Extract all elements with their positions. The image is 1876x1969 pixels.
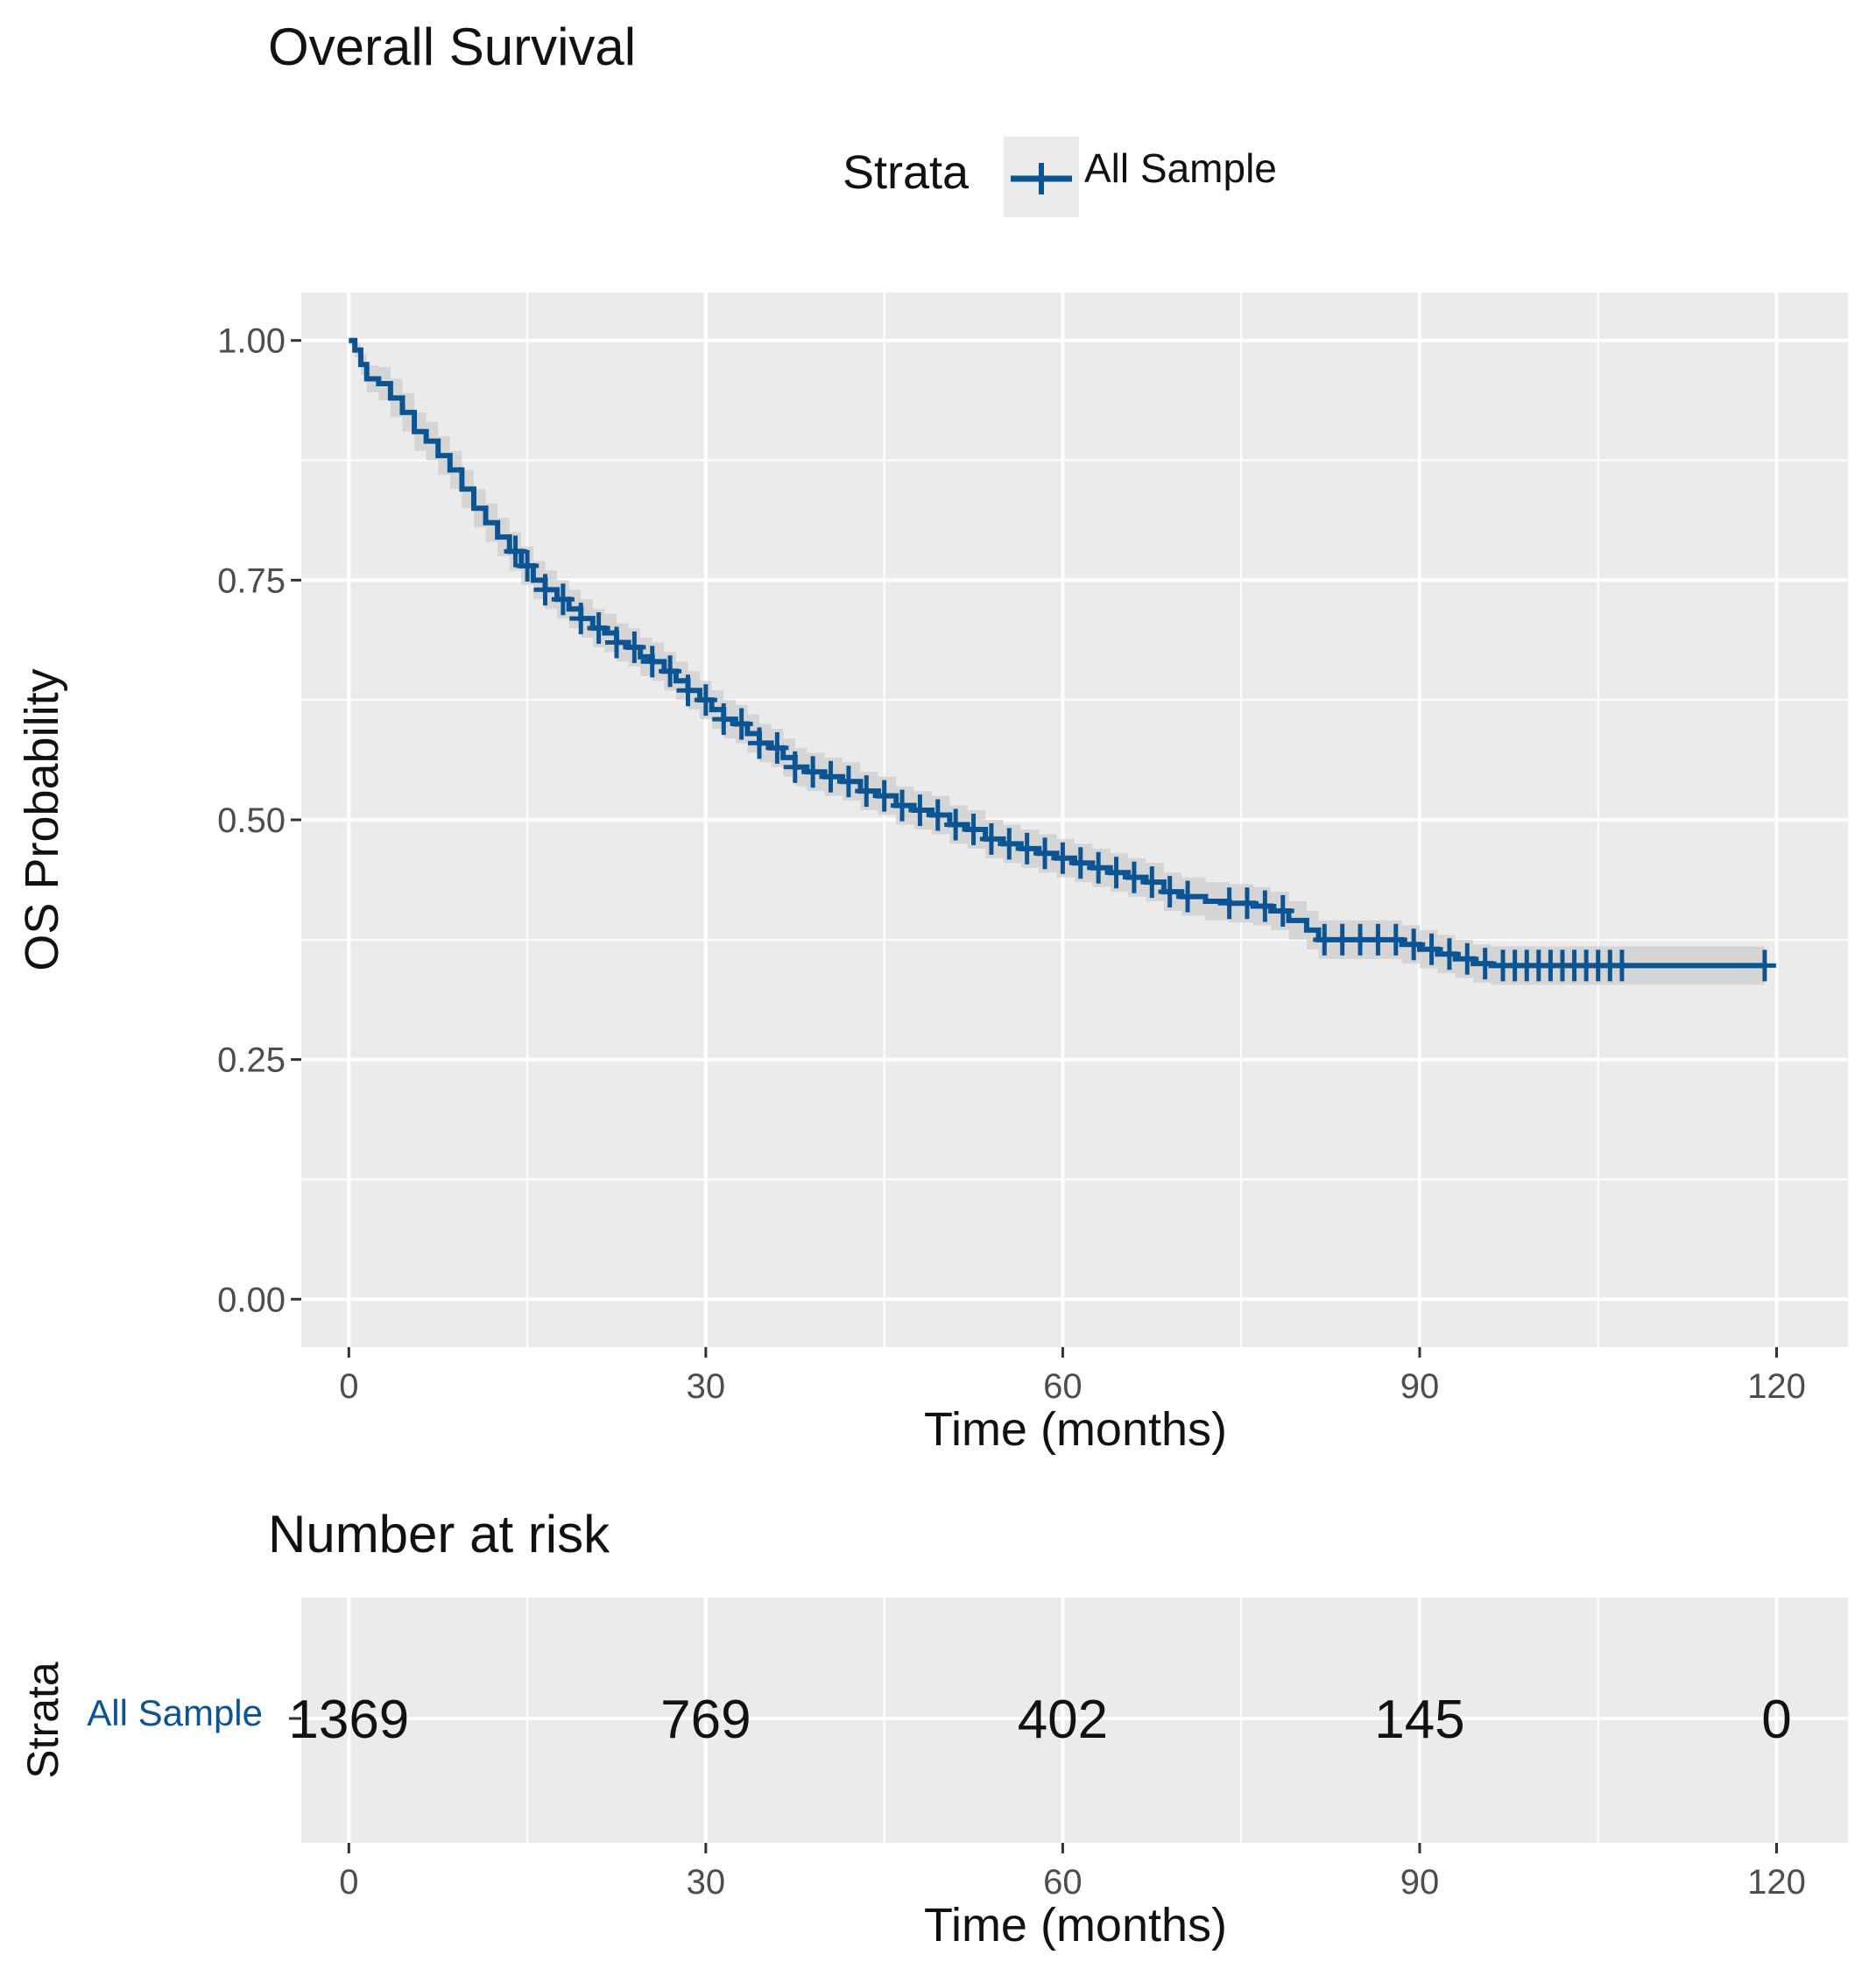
- x-tick-label: 120: [1747, 1367, 1806, 1406]
- legend-entry-label: All Sample: [1084, 145, 1277, 191]
- legend: Strata All Sample: [843, 137, 1277, 217]
- x-tick-label: 90: [1400, 1367, 1440, 1406]
- y-tick-label: 0.00: [217, 1281, 286, 1319]
- y-tick-label: 0.25: [217, 1041, 286, 1080]
- risk-value: 769: [660, 1690, 751, 1750]
- risk-values: 1369 769 402 145 0: [288, 1690, 1791, 1750]
- plot-grid: [301, 293, 1848, 1347]
- risk-table-grid: [301, 1598, 1848, 1843]
- risk-value: 145: [1374, 1690, 1464, 1750]
- y-tick-label: 1.00: [217, 322, 286, 361]
- risk-x-tick-label: 60: [1043, 1863, 1083, 1902]
- risk-x-tick-label: 0: [339, 1863, 358, 1902]
- x-tick-label: 30: [687, 1367, 726, 1406]
- x-axis-label: Time (months): [924, 1403, 1227, 1456]
- censor-marks: [504, 535, 1776, 982]
- risk-value: 0: [1761, 1690, 1791, 1750]
- risk-x-tick-label: 30: [687, 1863, 726, 1902]
- x-tick-label: 0: [339, 1367, 358, 1406]
- risk-row-label: All Sample: [87, 1692, 263, 1733]
- y-axis-label: OS Probability: [16, 668, 68, 970]
- x-axis: 0 30 60 90 120: [339, 1347, 1806, 1406]
- chart-title: Overall Survival: [268, 18, 636, 76]
- risk-x-tick-label: 90: [1400, 1863, 1440, 1902]
- y-tick-label: 0.50: [217, 801, 286, 840]
- y-tick-label: 0.75: [217, 561, 286, 600]
- x-tick-label: 60: [1043, 1367, 1083, 1406]
- risk-x-tick-label: 120: [1747, 1863, 1806, 1902]
- risk-value: 402: [1018, 1690, 1108, 1750]
- y-axis: 0.00 0.25 0.50 0.75 1.00: [217, 322, 301, 1319]
- legend-title: Strata: [843, 146, 970, 199]
- risk-table-x-axis: 0 30 60 90 120: [339, 1843, 1806, 1902]
- risk-table-ylabel: Strata: [18, 1662, 67, 1779]
- risk-table-xlabel: Time (months): [924, 1899, 1227, 1951]
- risk-table-title: Number at risk: [268, 1505, 610, 1563]
- risk-value: 1369: [288, 1690, 409, 1750]
